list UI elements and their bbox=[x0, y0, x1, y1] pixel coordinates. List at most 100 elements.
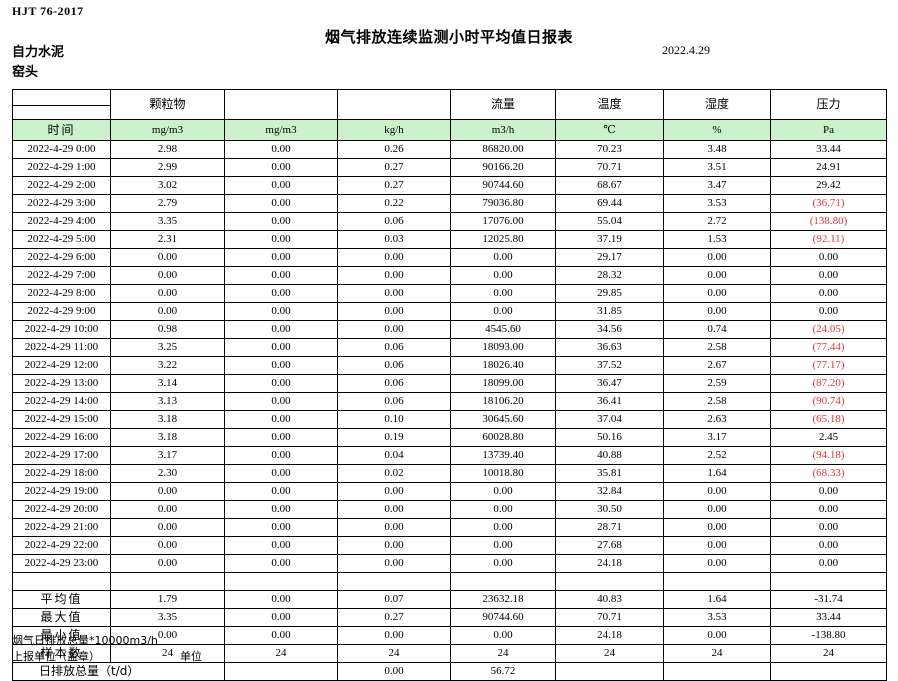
cell-c6: 0.00 bbox=[663, 536, 771, 555]
footnote-unit-value: 单位 bbox=[180, 650, 202, 663]
table-row: 2022-4-29 5:00 2.31 0.00 0.03 12025.80 37.19 1… bbox=[12, 230, 887, 249]
cell-spacer bbox=[110, 572, 225, 591]
cell-c7: (77.44) bbox=[770, 338, 887, 357]
table-row: 2022-4-29 15:00 3.18 0.00 0.10 30645.60 37.04… bbox=[12, 410, 887, 429]
cell-c4: 30645.60 bbox=[450, 410, 556, 429]
cell-c3: 0.06 bbox=[337, 374, 451, 393]
cell-c5: 37.52 bbox=[555, 356, 664, 375]
cell-c2: 0.00 bbox=[224, 212, 338, 231]
stat-label: 平均值 bbox=[12, 590, 111, 609]
table-header-units: 时间 mg/m3 mg/m3 kg/h m3/h ℃ % Pa bbox=[12, 119, 887, 141]
cell-c6: 0.00 bbox=[663, 284, 771, 303]
cell-c4: 18093.00 bbox=[450, 338, 556, 357]
cell-c4: 0.00 bbox=[450, 518, 556, 537]
cell-c3: 0.19 bbox=[337, 428, 451, 447]
cell-time: 2022-4-29 0:00 bbox=[12, 140, 111, 159]
cell-time: 2022-4-29 14:00 bbox=[12, 392, 111, 411]
cell-c4: 0.00 bbox=[450, 536, 556, 555]
header-corner-cell bbox=[12, 89, 111, 120]
table-total-row: 日排放总量（t/d） 0.00 56.72 bbox=[12, 662, 887, 681]
cell-c1: 3.35 bbox=[110, 212, 225, 231]
header-unit-celsius: ℃ bbox=[555, 119, 664, 141]
cell-c1: 3.14 bbox=[110, 374, 225, 393]
organization-name: 自力水泥 bbox=[12, 45, 65, 60]
cell-c7: 0.00 bbox=[770, 554, 887, 573]
table-row: 2022-4-29 22:00 0.00 0.00 0.00 0.00 27.68 0.00… bbox=[12, 536, 887, 555]
total-cell-c2 bbox=[224, 662, 338, 681]
cell-c5: 40.88 bbox=[555, 446, 664, 465]
table-row: 2022-4-29 4:00 3.35 0.00 0.06 17076.00 55.04 2… bbox=[12, 212, 887, 231]
cell-c2: 0.00 bbox=[224, 266, 338, 285]
cell-c1: 0.00 bbox=[110, 500, 225, 519]
cell-c7: 0.00 bbox=[770, 518, 887, 537]
cell-c4: 4545.60 bbox=[450, 320, 556, 339]
cell-time: 2022-4-29 5:00 bbox=[12, 230, 111, 249]
cell-c5: 37.19 bbox=[555, 230, 664, 249]
stat-cell-c2: 0.00 bbox=[224, 608, 338, 627]
cell-c5: 28.32 bbox=[555, 266, 664, 285]
cell-c1: 0.00 bbox=[110, 248, 225, 267]
cell-c1: 2.31 bbox=[110, 230, 225, 249]
cell-c5: 28.71 bbox=[555, 518, 664, 537]
cell-time: 2022-4-29 23:00 bbox=[12, 554, 111, 573]
cell-c6: 2.59 bbox=[663, 374, 771, 393]
cell-c1: 2.30 bbox=[110, 464, 225, 483]
table-row: 2022-4-29 0:00 2.98 0.00 0.26 86820.00 70.23 3… bbox=[12, 140, 887, 159]
cell-c6: 3.48 bbox=[663, 140, 771, 159]
cell-c6: 3.17 bbox=[663, 428, 771, 447]
cell-time: 2022-4-29 16:00 bbox=[12, 428, 111, 447]
cell-c1: 0.00 bbox=[110, 284, 225, 303]
cell-c2: 0.00 bbox=[224, 158, 338, 177]
cell-c5: 24.18 bbox=[555, 554, 664, 573]
cell-c6: 2.72 bbox=[663, 212, 771, 231]
stat-cell-c6: 3.53 bbox=[663, 608, 771, 627]
stat-cell-c3: 0.00 bbox=[337, 626, 451, 645]
cell-c3: 0.06 bbox=[337, 356, 451, 375]
header-blank-3 bbox=[337, 89, 451, 120]
cell-c2: 0.00 bbox=[224, 140, 338, 159]
table-row: 2022-4-29 10:00 0.98 0.00 0.00 4545.60 34.56 0… bbox=[12, 320, 887, 339]
cell-c1: 3.18 bbox=[110, 410, 225, 429]
table-row: 2022-4-29 3:00 2.79 0.00 0.22 79036.80 69.44 3… bbox=[12, 194, 887, 213]
cell-c6: 3.51 bbox=[663, 158, 771, 177]
table-row: 2022-4-29 18:00 2.30 0.00 0.02 10018.80 35.81… bbox=[12, 464, 887, 483]
cell-c3: 0.00 bbox=[337, 320, 451, 339]
report-date: 2022.4.29 bbox=[662, 43, 710, 57]
cell-c2: 0.00 bbox=[224, 554, 338, 573]
cell-c6: 2.58 bbox=[663, 392, 771, 411]
cell-time: 2022-4-29 4:00 bbox=[12, 212, 111, 231]
cell-time: 2022-4-29 13:00 bbox=[12, 374, 111, 393]
cell-c5: 27.68 bbox=[555, 536, 664, 555]
stat-cell-c7: -138.80 bbox=[770, 626, 887, 645]
cell-time: 2022-4-29 21:00 bbox=[12, 518, 111, 537]
cell-c6: 2.67 bbox=[663, 356, 771, 375]
cell-c5: 32.84 bbox=[555, 482, 664, 501]
stat-cell-c4: 0.00 bbox=[450, 626, 556, 645]
stat-cell-c5: 24.18 bbox=[555, 626, 664, 645]
cell-c5: 55.04 bbox=[555, 212, 664, 231]
cell-c4: 0.00 bbox=[450, 302, 556, 321]
table-stat-row: 平均值 1.79 0.00 0.07 23632.18 40.83 1.64 -31.74 bbox=[12, 590, 887, 609]
cell-c7: 24.91 bbox=[770, 158, 887, 177]
cell-c1: 3.02 bbox=[110, 176, 225, 195]
header-temperature: 温度 bbox=[555, 89, 664, 120]
table-row: 2022-4-29 8:00 0.00 0.00 0.00 0.00 29.85 0.00 0… bbox=[12, 284, 887, 303]
cell-c4: 0.00 bbox=[450, 266, 556, 285]
cell-spacer bbox=[663, 572, 771, 591]
cell-c4: 90744.60 bbox=[450, 176, 556, 195]
cell-spacer bbox=[337, 572, 451, 591]
cell-c3: 0.00 bbox=[337, 554, 451, 573]
cell-c2: 0.00 bbox=[224, 176, 338, 195]
table-row: 2022-4-29 11:00 3.25 0.00 0.06 18093.00 36.63… bbox=[12, 338, 887, 357]
cell-c5: 30.50 bbox=[555, 500, 664, 519]
cell-c4: 0.00 bbox=[450, 284, 556, 303]
table-row: 2022-4-29 19:00 0.00 0.00 0.00 0.00 32.84 0.00… bbox=[12, 482, 887, 501]
footnote-total-emission: 烟气日排放总量*10000m3/h bbox=[12, 634, 158, 647]
cell-c7: (94.18) bbox=[770, 446, 887, 465]
stat-cell-c3: 24 bbox=[337, 644, 451, 663]
header-unit-kgh: kg/h bbox=[337, 119, 451, 141]
cell-c2: 0.00 bbox=[224, 356, 338, 375]
cell-c6: 0.74 bbox=[663, 320, 771, 339]
cell-c5: 50.16 bbox=[555, 428, 664, 447]
cell-c6: 0.00 bbox=[663, 302, 771, 321]
